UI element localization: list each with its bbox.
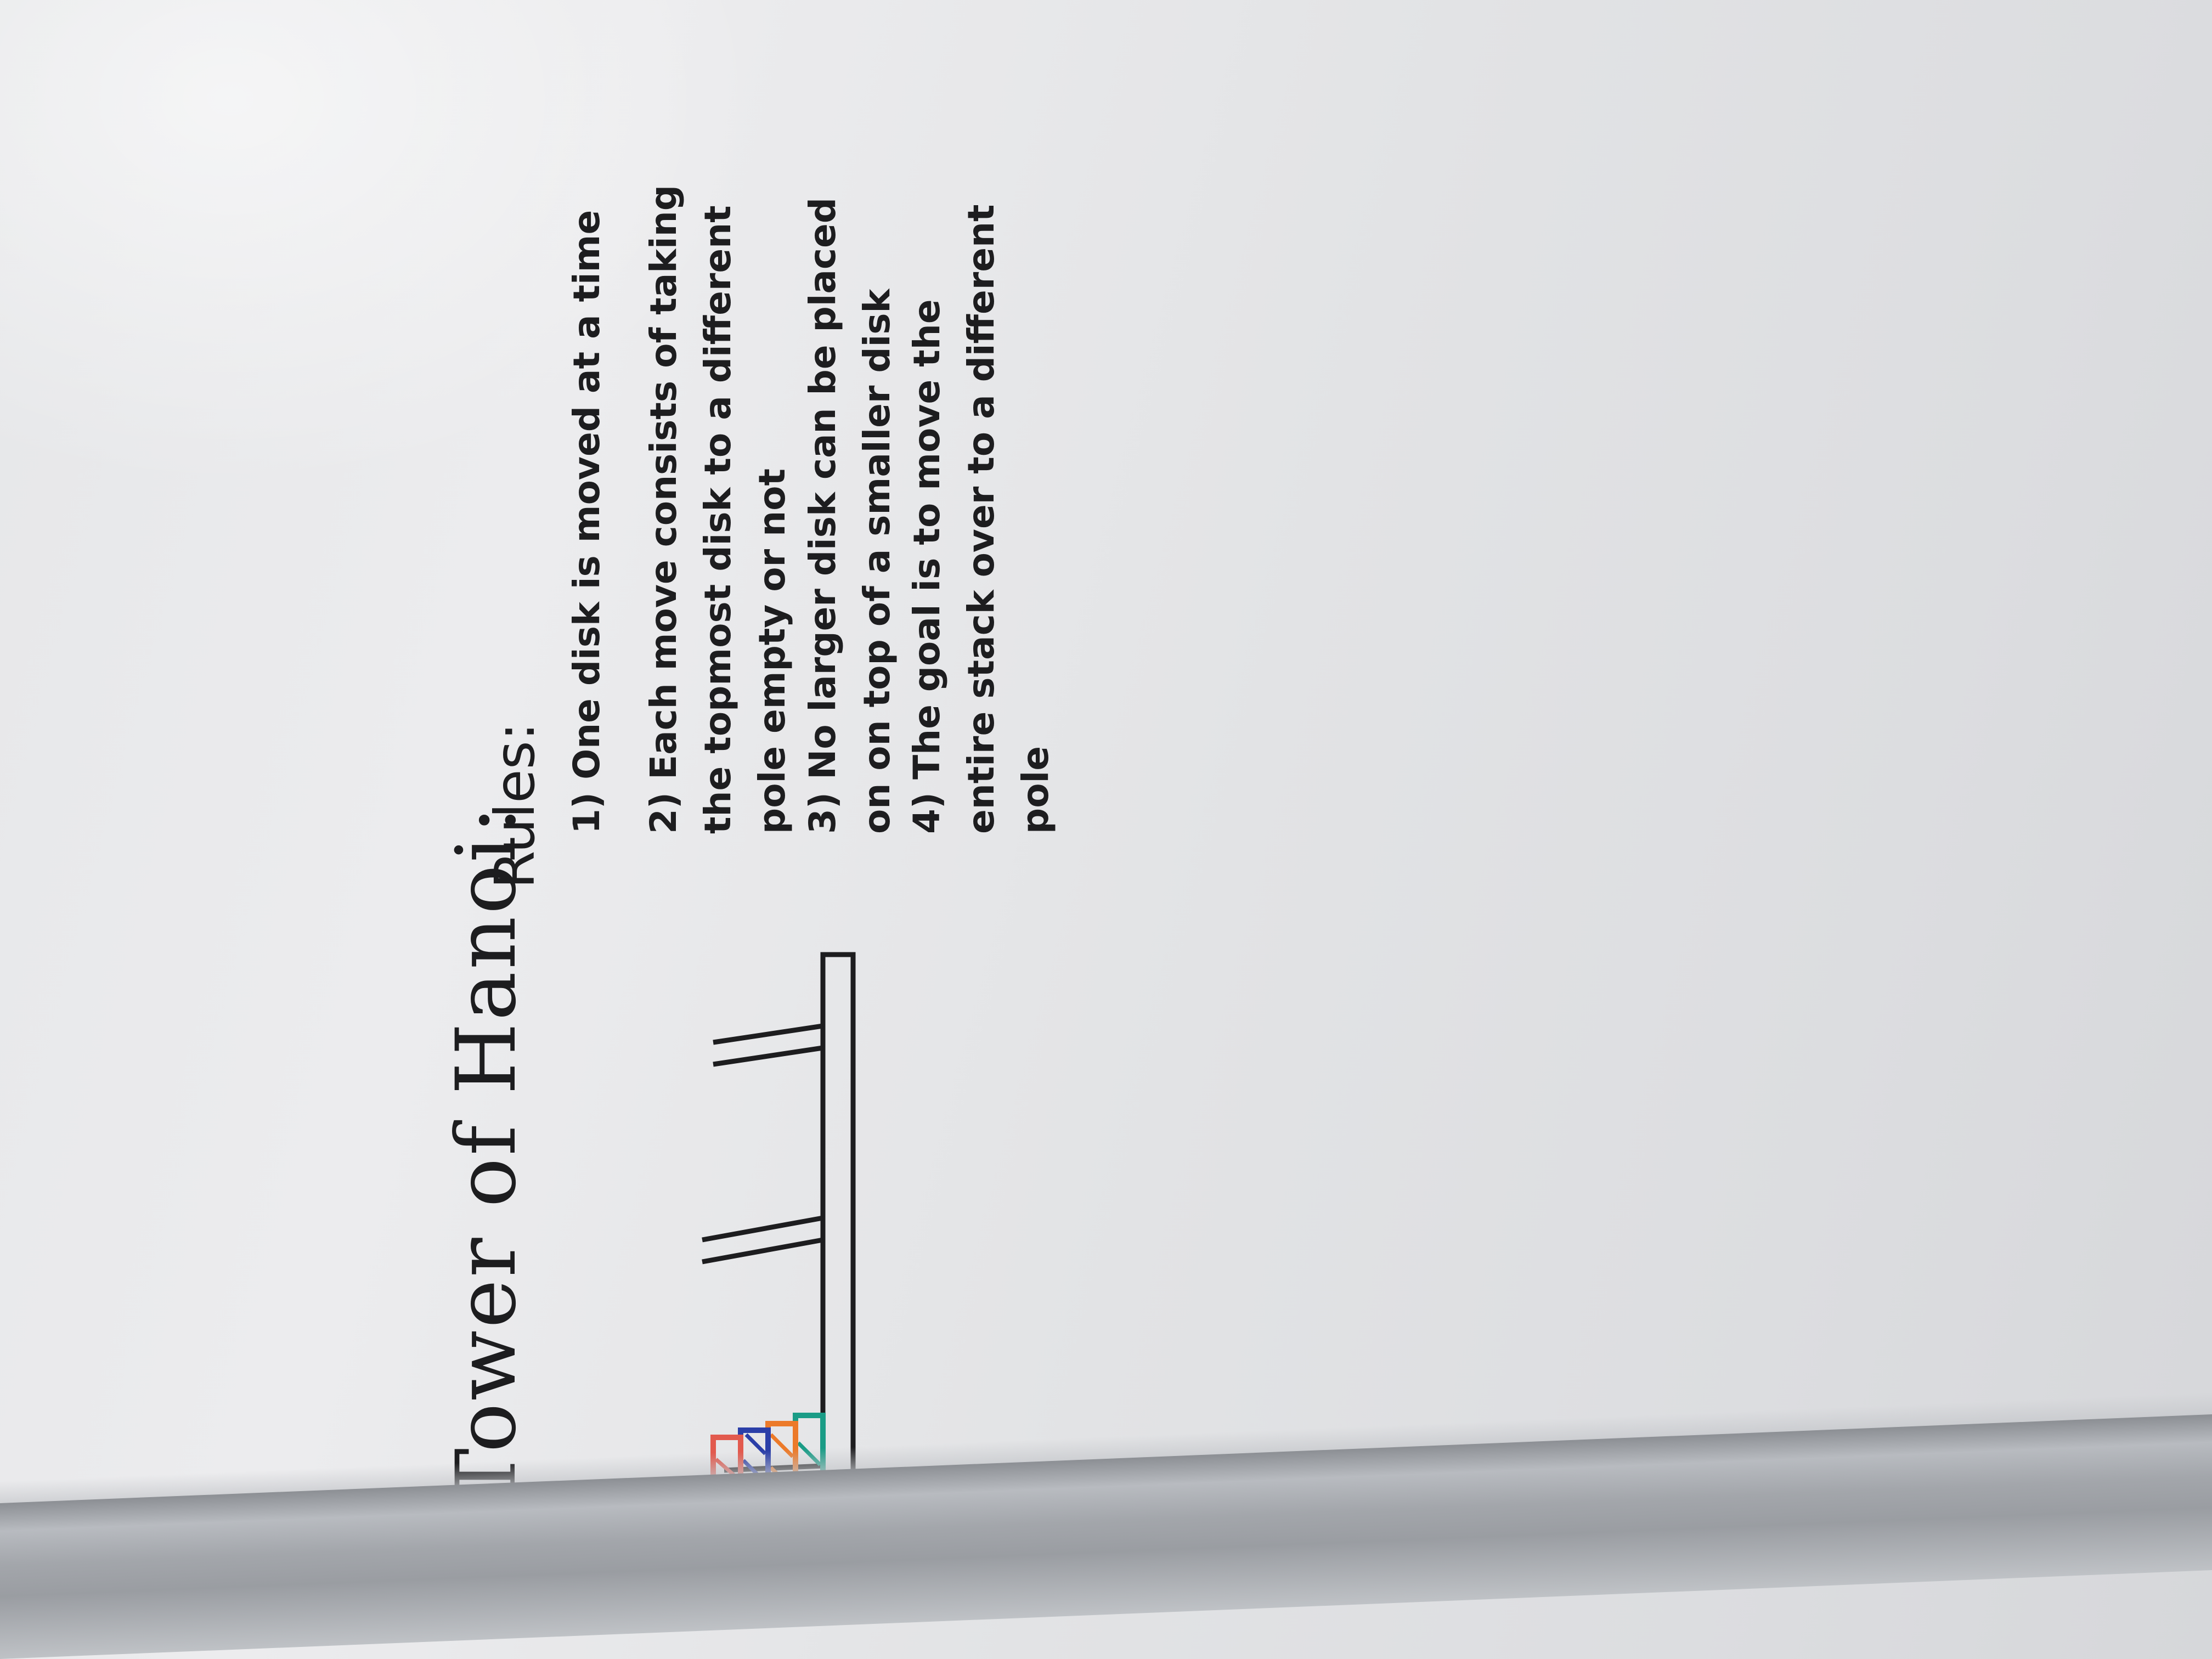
rule-1: 1) One disk is moved at a time	[566, 210, 608, 834]
hanoi-pole-3	[713, 1023, 823, 1067]
board-title: Tower of Hanoi:	[439, 804, 534, 1503]
rule-4: 4) The goal is to move the entire stack …	[906, 204, 1057, 834]
whiteboard-writing: Tower of Hanoi: Rules: 1) One disk is mo…	[417, 137, 1130, 1591]
rule-2: 2) Each move consists of taking the topm…	[642, 185, 793, 834]
rules-heading: Rules:	[483, 722, 547, 889]
hanoi-base	[820, 952, 856, 1506]
hanoi-pole-2	[702, 1215, 823, 1265]
whiteboard-glare	[0, 0, 768, 494]
rule-3: 3) No larger disk can be placed on on to…	[802, 197, 898, 834]
